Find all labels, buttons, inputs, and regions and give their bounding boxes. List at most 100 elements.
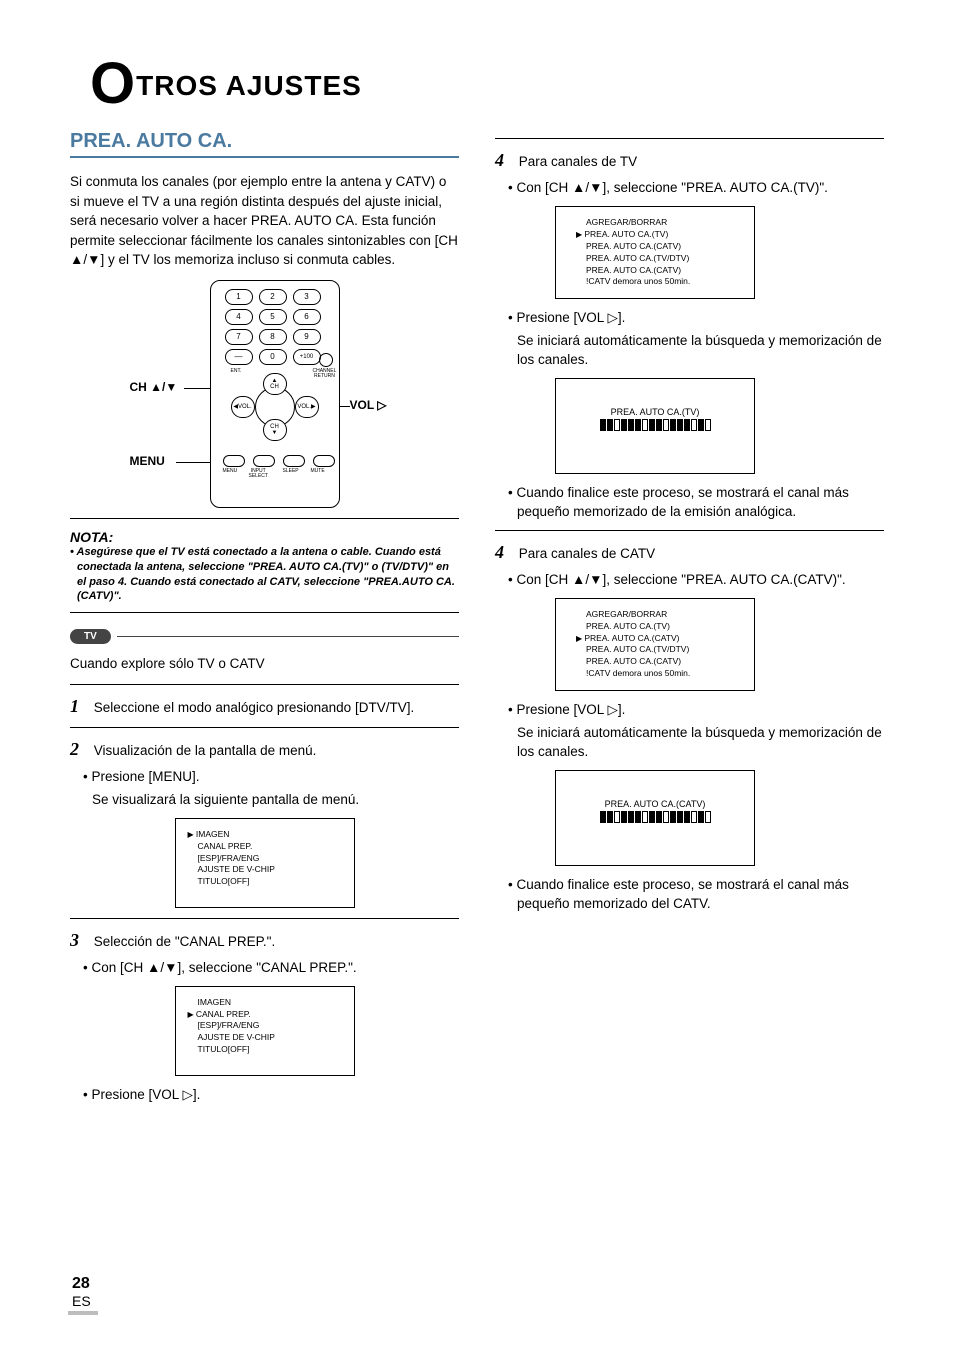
progress-segment [684,419,690,431]
menu-row: IMAGEN [188,997,342,1009]
bot-lbl-input: INPUT SELECT [249,469,268,479]
step-4a: 4 Para canales de TV [495,147,884,173]
progress-segment [663,811,669,823]
nota-body: Asegúrese que el TV está conectado a la … [70,545,459,604]
r-press-vol-2-text: Presione [VOL ▷]. [516,702,625,717]
step-3-num: 3 [70,927,90,953]
tv-pill-line [117,636,459,637]
page-number-bar [68,1311,98,1315]
progress-segment [642,419,648,431]
page-number-value: 28 [72,1275,90,1292]
step-2-sub: Se visualizará la siguiente pantalla de … [92,791,459,810]
dpad-right: VOL.▶ [295,396,319,418]
page-number: 28 ES [72,1275,91,1309]
tv-pill-row: TV [70,629,459,644]
progress-tv-bar [574,419,736,431]
progress-catv-label: PREA. AUTO CA.(CATV) [574,799,736,809]
page-title: OTROS AJUSTES [90,70,884,102]
r-finish-tv-text: Cuando finalice este proceso, se mostrar… [516,485,848,519]
right-column: 4 Para canales de TV Con [CH ▲/▼], selec… [495,130,884,1109]
step-2-b1-text: Presione [MENU]. [91,769,199,784]
progress-segment [698,811,704,823]
step-4a-bullet: Con [CH ▲/▼], seleccione "PREA. AUTO CA.… [517,179,884,198]
r-finish-catv-text: Cuando finalice este proceso, se mostrar… [516,877,848,911]
callout-vol: VOL ▷ [350,398,387,412]
step-3-bullet-2: Presione [VOL ▷]. [92,1086,459,1105]
left-column: PREA. AUTO CA. Si conmuta los canales (p… [70,130,459,1109]
divider-r1 [495,138,884,139]
bot-lbl-menu: MENU [223,469,238,474]
num-6: 6 [293,309,321,325]
divider-1 [70,518,459,519]
r-finish-catv: Cuando finalice este proceso, se mostrar… [517,876,884,914]
catv-screen: AGREGAR/BORRARPREA. AUTO CA.(TV)PREA. AU… [555,598,755,691]
section-heading: PREA. AUTO CA. [70,130,459,158]
step-3-b2-text: Presione [VOL ▷]. [91,1087,200,1102]
progress-segment [607,419,613,431]
menu-row: PREA. AUTO CA.(TV/DTV) [576,253,742,265]
num-2: 2 [259,289,287,305]
divider-r2 [495,530,884,531]
step-2: 2 Visualización de la pantalla de menú. [70,736,459,762]
number-grid: 1 2 3 4 5 6 7 8 9 — 0 +100 [225,289,321,365]
progress-segment [656,811,662,823]
divider-4 [70,727,459,728]
progress-segment [670,811,676,823]
tv-screen: AGREGAR/BORRARPREA. AUTO CA.(TV)PREA. AU… [555,206,755,299]
num-3: 3 [293,289,321,305]
step-3-b1-text: Con [CH ▲/▼], seleccione "CANAL PREP.". [91,960,356,975]
bot-lbl-mute: MUTE [311,469,325,474]
bot-input [253,455,275,467]
bot-sleep [283,455,305,467]
step-2-bullet: Presione [MENU]. [92,768,459,787]
menu-row: PREA. AUTO CA.(CATV) [576,241,742,253]
progress-segment [614,419,620,431]
step-4b-b1-text: Con [CH ▲/▼], seleccione "PREA. AUTO CA.… [516,572,845,587]
progress-segment [642,811,648,823]
num-dash: — [225,349,253,365]
menu-row: PREA. AUTO CA.(TV/DTV) [576,644,742,656]
num-0: 0 [259,349,287,365]
menu-row: PREA. AUTO CA.(TV) [576,621,742,633]
num-4: 4 [225,309,253,325]
menu-row: !CATV demora unos 50min. [576,668,742,680]
menu-row: AGREGAR/BORRAR [576,217,742,229]
dpad-left: ◀VOL. [231,396,255,418]
menu-row: PREA. AUTO CA.(TV) [576,229,742,241]
progress-segment [649,419,655,431]
progress-segment [628,419,634,431]
progress-catv: PREA. AUTO CA.(CATV) [555,770,755,866]
step-3-text: Selección de "CANAL PREP.". [94,934,275,949]
progress-segment [628,811,634,823]
step-4b-text: Para canales de CATV [519,546,655,561]
divider-3 [70,684,459,685]
progress-segment [705,811,711,823]
progress-segment [600,419,606,431]
step-1: 1 Seleccione el modo analógico presionan… [70,693,459,719]
progress-segment [670,419,676,431]
progress-segment [705,419,711,431]
progress-segment [677,419,683,431]
menu-row: [ESP]/FRA/ENG [188,853,342,865]
menu-row: IMAGEN [188,829,342,841]
progress-segment [649,811,655,823]
bot-lbl-sleep: SLEEP [283,469,299,474]
callout-menu-line [176,462,212,463]
r-press-vol-2: Presione [VOL ▷]. [517,701,884,720]
step-1-num: 1 [70,693,90,719]
title-initial: O [90,51,136,116]
page-number-suffix: ES [72,1293,91,1309]
chret-label: CHANNEL RETURN [313,369,337,379]
progress-tv: PREA. AUTO CA.(TV) [555,378,755,474]
progress-segment [684,811,690,823]
intro-text: Si conmuta los canales (por ejemplo entr… [70,172,459,270]
menu-screen-1: IMAGENCANAL PREP.[ESP]/FRA/ENGAJUSTE DE … [175,818,355,908]
menu-row: AJUSTE DE V-CHIP [188,864,342,876]
dpad: ▲ CH CH ▼ ◀VOL. VOL.▶ [237,373,313,443]
r-finish-tv: Cuando finalice este proceso, se mostrar… [517,484,884,522]
step-1-text: Seleccione el modo analógico presionando… [94,700,414,715]
r-search-1: Se iniciará automáticamente la búsqueda … [517,332,884,370]
remote-body: 1 2 3 4 5 6 7 8 9 — 0 +100 ENT. CHANNEL … [210,280,340,508]
menu-row: CANAL PREP. [188,841,342,853]
divider-5 [70,918,459,919]
